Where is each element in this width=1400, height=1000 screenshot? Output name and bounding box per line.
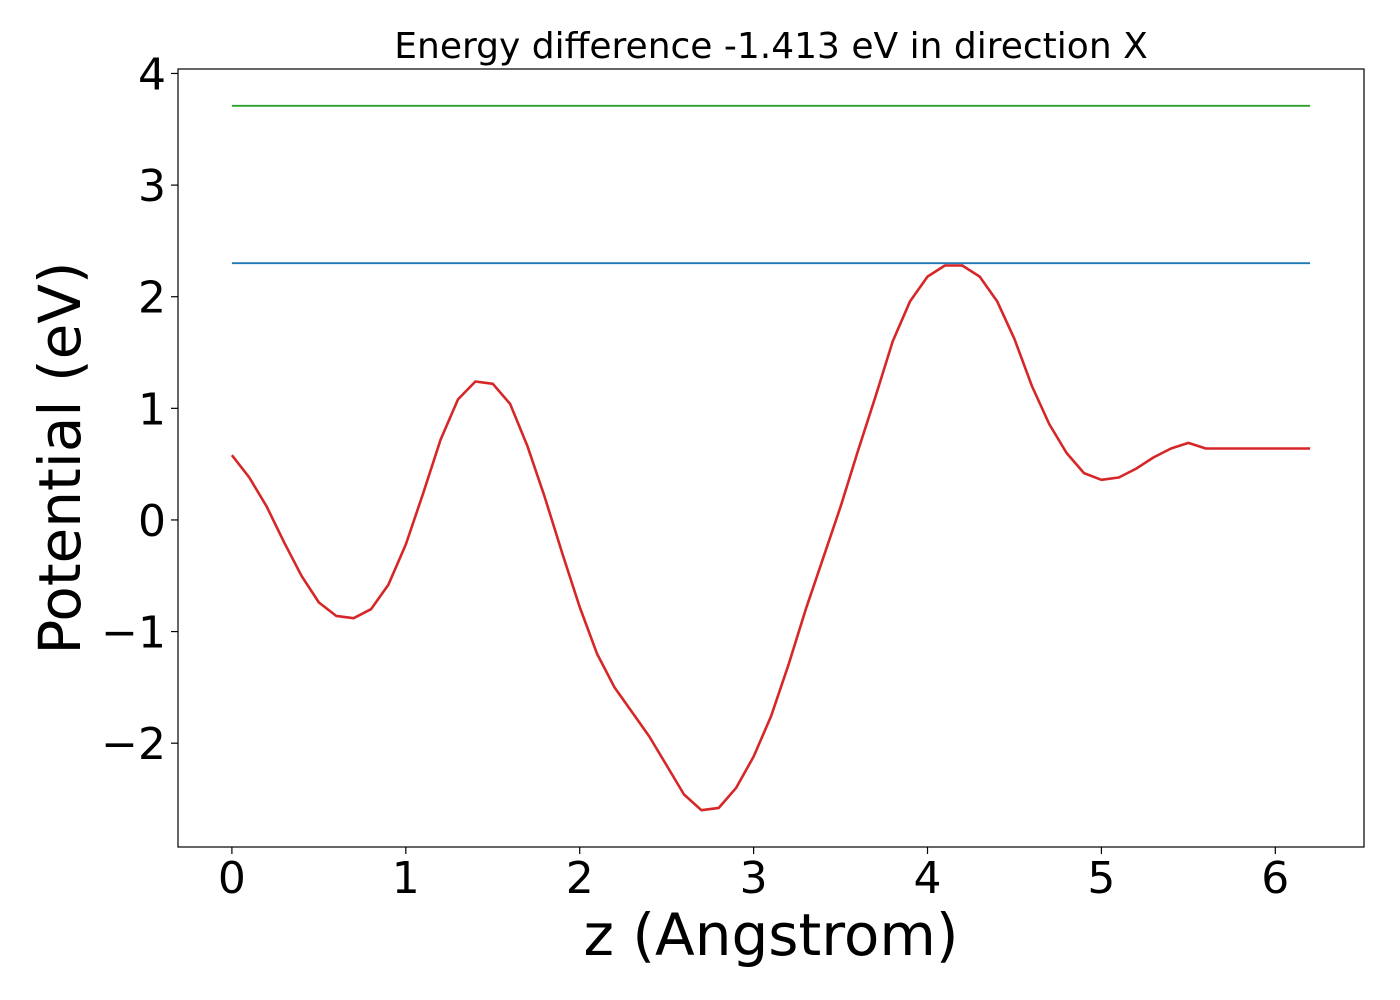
x-tick-label: 3 <box>740 853 768 904</box>
y-tick-label: 1 <box>138 384 166 435</box>
y-tick-label: 0 <box>138 496 166 547</box>
plot-frame <box>177 68 1365 848</box>
y-tick-label: 2 <box>138 273 166 324</box>
chart-title: Energy difference -1.413 eV in direction… <box>394 26 1148 67</box>
x-tick-label: 6 <box>1261 853 1289 904</box>
x-tick-label: 0 <box>218 853 246 904</box>
y-tick-label: 4 <box>138 49 166 100</box>
y-tick-label: −1 <box>101 608 166 659</box>
series-line-2 <box>230 264 1311 812</box>
x-axis-label: z (Angstrom) <box>584 901 959 969</box>
x-tick-label: 4 <box>914 853 942 904</box>
y-axis-label: Potential (eV) <box>26 261 94 654</box>
x-tick-label: 2 <box>566 853 594 904</box>
y-tick-label: −2 <box>101 719 166 770</box>
y-tick-label: 3 <box>138 161 166 212</box>
x-tick-label: 1 <box>392 853 420 904</box>
ticks-layer: 0 1 2 3 4 5 6 −2 −1 0 1 2 3 4 <box>101 49 1289 904</box>
series-layer <box>230 104 1311 812</box>
x-tick-label: 5 <box>1087 853 1115 904</box>
